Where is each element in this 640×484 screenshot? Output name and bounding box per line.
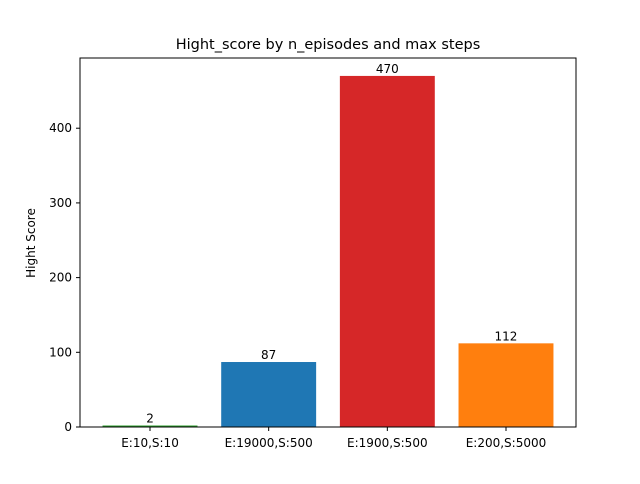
x-tick-label-0: E:10,S:10 [121, 436, 179, 450]
x-tick-label-1: E:19000,S:500 [225, 436, 313, 450]
y-tick-label-1: 100 [49, 345, 72, 359]
bar-value-label-3: 112 [495, 329, 518, 343]
bar-0 [102, 425, 198, 427]
y-axis-ticks: 0 100 200 300 400 [49, 121, 80, 434]
bar-2 [339, 75, 435, 427]
y-tick-label-2: 200 [49, 271, 72, 285]
bar-value-label-0: 2 [146, 412, 154, 426]
chart-title: Hight_score by n_episodes and max steps [176, 37, 481, 53]
y-tick-label-0: 0 [64, 420, 72, 434]
x-axis-ticks: E:10,S:10 E:19000,S:500 E:1900,S:500 E:200,… [121, 427, 546, 450]
bars-layer: 2 87 470 112 [102, 62, 554, 427]
x-tick-label-2: E:1900,S:500 [347, 436, 428, 450]
bar-value-label-2: 470 [376, 62, 399, 76]
bar-3 [458, 343, 554, 427]
plot-frame [79, 57, 577, 428]
bar-1 [221, 362, 317, 427]
y-tick-label-4: 400 [49, 121, 72, 135]
y-axis-label: Hight Score [24, 208, 38, 278]
x-tick-label-3: E:200,S:5000 [466, 436, 547, 450]
bar-value-label-1: 87 [261, 348, 276, 362]
y-tick-label-3: 300 [49, 196, 72, 210]
